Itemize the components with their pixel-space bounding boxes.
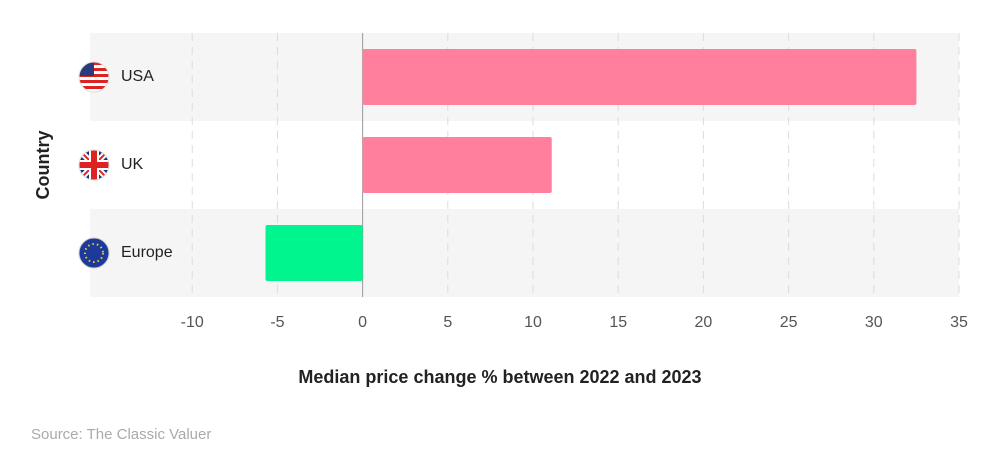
x-tick-label: 15 [609,314,627,331]
x-tick-label: 0 [358,314,367,331]
x-tick-label: -5 [270,314,284,331]
x-tick-label: 30 [865,314,883,331]
x-axis-title: Median price change % between 2022 and 2… [298,367,701,387]
x-tick-label: 20 [695,314,713,331]
flag-eu [78,237,110,269]
row-background [90,209,959,297]
bars [265,49,917,281]
x-tick-label: 5 [443,314,452,331]
bar [362,137,552,193]
x-tick-label: -10 [181,314,204,331]
source: Source: The Classic Valuer [31,426,211,443]
x-tick-label: 25 [780,314,798,331]
y-axis-title: Country [33,131,53,200]
flag-uk [78,149,110,181]
y-tick-label: USA [121,68,154,85]
y-tick-label: Europe [121,244,173,261]
y-tick-label: UK [121,156,144,173]
bar [362,49,917,105]
bar [265,225,363,281]
x-tick-label: 10 [524,314,542,331]
flags [78,61,110,269]
x-tick-label: 35 [950,314,968,331]
